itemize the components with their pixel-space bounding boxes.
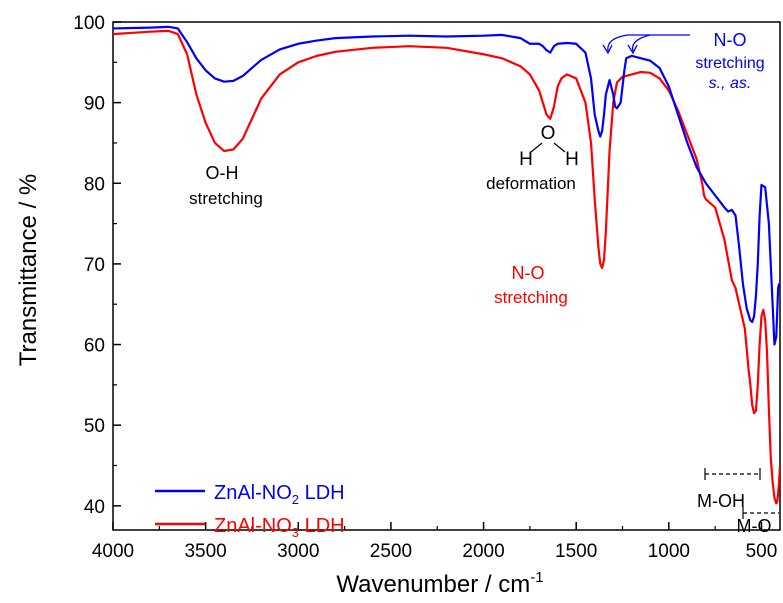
annotation-arrow-left — [607, 34, 629, 52]
series-lines — [113, 25, 780, 505]
water-bond-left — [530, 142, 543, 153]
y-tick-label: 60 — [84, 336, 105, 357]
annotation-water-h1: H — [519, 149, 533, 170]
annotation-water-h2: H — [565, 149, 579, 170]
series-line-no3 — [113, 29, 780, 505]
plot-area — [112, 21, 781, 531]
x-tick-label: 500 — [746, 541, 778, 562]
annotation-oh-subtitle: stretching — [189, 189, 263, 208]
legend-label-no3: ZnAl-NO3 LDH — [214, 515, 345, 540]
y-tick-label: 70 — [84, 255, 105, 276]
x-axis-label: Wavenumber / cm-1 — [336, 569, 543, 598]
x-tick-label: 1000 — [648, 541, 690, 562]
x-tick-label: 2000 — [462, 541, 504, 562]
legend-label-no2: ZnAl-NO2 LDH — [214, 482, 345, 507]
x-tick-label: 4000 — [92, 541, 134, 562]
annotation-water-o: O — [541, 123, 556, 144]
x-tick-label: 2500 — [370, 541, 412, 562]
water-bond-right — [553, 142, 566, 153]
axis-ticks: 4000 3500 3000 2500 2000 1500 1000 500 40 50 60 70 8… — [73, 13, 777, 562]
legend: ZnAl-NO2 LDH ZnAl-NO3 LDH — [155, 482, 345, 540]
annotation-mo: M-O — [737, 516, 772, 536]
annotation-arrow-right — [631, 34, 651, 52]
y-tick-label: 50 — [84, 416, 105, 437]
x-tick-label: 3000 — [277, 541, 319, 562]
annotation-no-red-title: N-O — [512, 263, 545, 283]
y-axis-label: Transmittance / % — [15, 174, 42, 367]
y-tick-label: 40 — [84, 497, 105, 518]
annotation-no-blue-subtitle: stretching — [695, 55, 764, 72]
arrowhead-left-icon — [602, 44, 613, 55]
annotations: O-H stretching O H H deformation N-O str… — [189, 30, 779, 536]
y-tick-label: 80 — [84, 174, 105, 195]
annotation-no-blue-modes: s., as. — [709, 75, 752, 92]
annotation-no-red-subtitle: stretching — [494, 288, 568, 307]
annotation-deformation: deformation — [486, 174, 576, 193]
arrowhead-right-icon — [627, 44, 638, 55]
series-line-no2 — [113, 25, 780, 346]
y-tick-label: 90 — [84, 94, 105, 115]
plot-frame — [112, 21, 781, 531]
annotation-no-blue-title: N-O — [714, 30, 747, 50]
annotation-oh-title: O-H — [206, 163, 239, 183]
x-tick-label: 3500 — [184, 541, 226, 562]
y-tick-label: 100 — [73, 13, 105, 34]
annotation-moh: M-OH — [697, 491, 745, 511]
x-tick-label: 1500 — [555, 541, 597, 562]
